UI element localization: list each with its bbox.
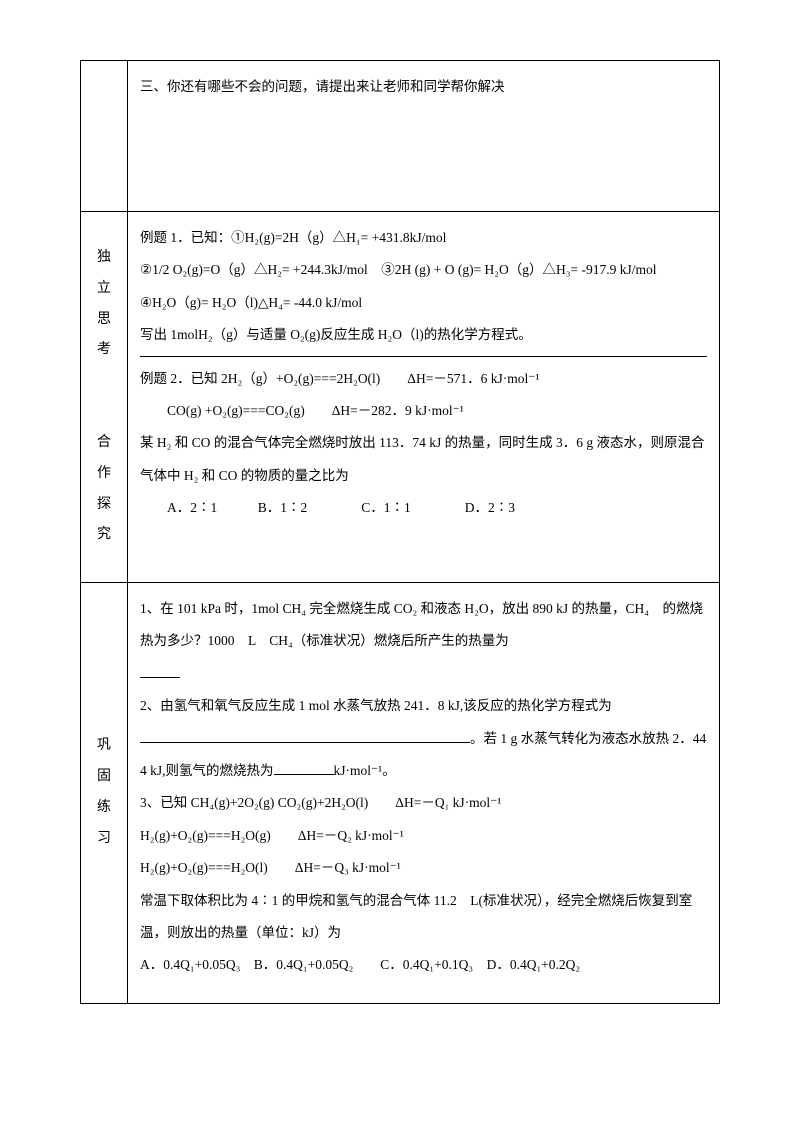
ex2-line2: CO(g) +O₂(g)===CO₂(g) ΔH=－282．9 kJ·mol⁻¹: [140, 395, 707, 427]
q3-line1: 3、已知 CH₄(g)+2O₂(g) CO₂(g)+2H₂O(l) ΔH=－Q₁…: [140, 787, 707, 819]
row3-label-inner: 巩 固 练 习: [81, 583, 127, 1003]
row2-label-top: 独 立 思 考: [81, 212, 127, 397]
ex1-line1: 例题 1．已知：①H₂(g)=2H（g）△H₁= +431.8kJ/mol: [140, 222, 707, 254]
label-li: 立: [97, 274, 111, 305]
label-he: 合: [97, 428, 111, 459]
label-kao: 考: [97, 335, 111, 366]
row3-label: 巩 固 练 习: [81, 583, 128, 1004]
q2-part-a: 2、由氢气和氧气反应生成 1 mol 水蒸气放热 241．8 kJ,该反应的热化…: [140, 698, 612, 713]
row2-label: 独 立 思 考 合 作 探 究: [81, 212, 128, 583]
divider-line: [140, 356, 707, 357]
row-practice: 巩 固 练 习 1、在 101 kPa 时，1mol CH₄ 完全燃烧生成 CO…: [81, 583, 720, 1004]
row1-content: 三、你还有哪些不会的问题，请提出来让老师和同学帮你解决: [128, 61, 720, 212]
q3-options: A．0.4Q₁+0.05Q₃ B．0.4Q₁+0.05Q₂ C．0.4Q₁+0.…: [140, 949, 707, 981]
label-jiu: 究: [97, 520, 111, 551]
row1-text: 三、你还有哪些不会的问题，请提出来让老师和同学帮你解决: [140, 71, 707, 103]
ex1-line3: ④H₂O（g)= H₂O（l)△H₄= -44.0 kJ/mol: [140, 287, 707, 319]
label-xi: 习: [97, 824, 111, 855]
row1-spacer: [140, 103, 707, 193]
ex2-line1: 例题 2．已知 2H₂（g）+O₂(g)===2H₂O(l) ΔH=－571．6…: [140, 363, 707, 395]
q1-blank: [140, 658, 707, 690]
page-container: 三、你还有哪些不会的问题，请提出来让老师和同学帮你解决 独 立 思 考: [0, 0, 800, 1044]
q1-text: 1、在 101 kPa 时，1mol CH₄ 完全燃烧生成 CO₂ 和液态 H₂…: [140, 593, 707, 658]
q2-part-c: kJ·mol⁻¹。: [334, 763, 396, 778]
worksheet-table: 三、你还有哪些不会的问题，请提出来让老师和同学帮你解决 独 立 思 考: [80, 60, 720, 1004]
row2-content: 例题 1．已知：①H₂(g)=2H（g）△H₁= +431.8kJ/mol ②1…: [128, 212, 720, 583]
row2-label-bot-inner: 合 作 探 究: [97, 397, 111, 582]
q2-text: 2、由氢气和氧气反应生成 1 mol 水蒸气放热 241．8 kJ,该反应的热化…: [140, 690, 707, 787]
row-questions: 三、你还有哪些不会的问题，请提出来让老师和同学帮你解决: [81, 61, 720, 212]
blank-3: [274, 760, 334, 775]
ex2-line3: 某 H₂ 和 CO 的混合气体完全燃烧时放出 113．74 kJ 的热量，同时生…: [140, 427, 707, 492]
blank-2: [140, 728, 470, 743]
label-lian: 练: [97, 793, 111, 824]
ex1-line4: 写出 1molH₂（g）与适量 O₂(g)反应生成 H₂O（l)的热化学方程式。: [140, 319, 707, 351]
label-tan: 探: [97, 490, 111, 521]
q3-line2: H₂(g)+O₂(g)===H₂O(g) ΔH=－Q₂ kJ·mol⁻¹: [140, 820, 707, 852]
label-gu: 固: [97, 762, 111, 793]
q3-line4: 常温下取体积比为 4∶1 的甲烷和氢气的混合气体 11.2 L(标准状况），经完…: [140, 885, 707, 950]
q3-line3: H₂(g)+O₂(g)===H₂O(l) ΔH=－Q₃ kJ·mol⁻¹: [140, 852, 707, 884]
row3-content: 1、在 101 kPa 时，1mol CH₄ 完全燃烧生成 CO₂ 和液态 H₂…: [128, 583, 720, 1004]
row2-label-top-inner: 独 立 思 考: [97, 212, 111, 397]
label-zuo: 作: [97, 459, 111, 490]
row1-label-empty: [81, 61, 128, 212]
row2-label-bottom: 合 作 探 究: [81, 397, 127, 582]
ex2-options: A．2∶1 B．1∶2 C．1∶1 D．2∶3: [140, 492, 707, 524]
ex1-line2: ②1/2 O₂(g)=O（g）△H₂= +244.3kJ/mol ③2H (g)…: [140, 254, 707, 286]
row2-label-split: 独 立 思 考 合 作 探 究: [81, 212, 127, 582]
label-si: 思: [97, 305, 111, 336]
label-du: 独: [97, 243, 111, 274]
label-gong: 巩: [97, 731, 111, 762]
row-examples: 独 立 思 考 合 作 探 究: [81, 212, 720, 583]
blank-1: [140, 663, 180, 678]
